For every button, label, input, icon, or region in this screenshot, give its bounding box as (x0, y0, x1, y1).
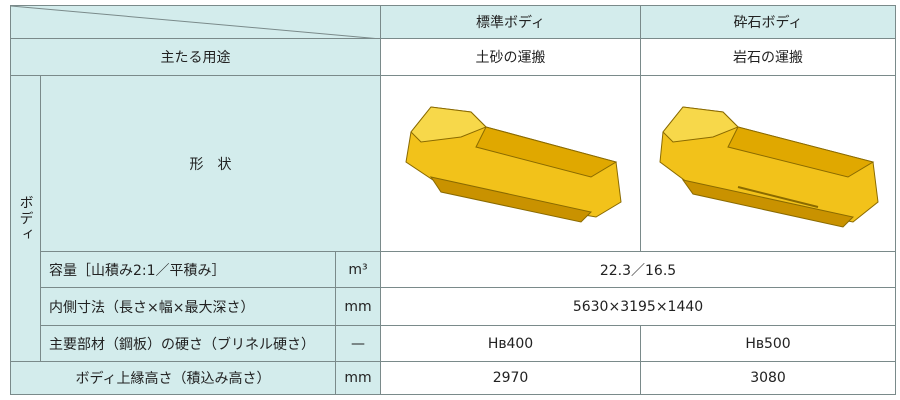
cell: 2970 (380, 361, 642, 395)
unit: — (334, 325, 382, 362)
capacity-row: 容量［山積み2:1／平積み］ m³ 22.3／16.5 (11, 251, 897, 288)
spec-table: 標準ボディ 砕石ボディ 主たる用途 土砂の運搬 岩石の運搬 ボディ 形 状 (9, 5, 897, 395)
unit: mm (334, 287, 382, 326)
image-cell (380, 75, 642, 252)
hardness-row: 主要部材（鋼板）の硬さ（ブリネル硬さ） — Hʙ400 Hʙ500 (11, 325, 897, 362)
row-label: 主要部材（鋼板）の硬さ（ブリネル硬さ） (40, 325, 336, 362)
column-header: 砕石ボディ (640, 5, 897, 39)
column-header: 標準ボディ (380, 5, 642, 39)
unit: m³ (334, 251, 382, 288)
image-cell (640, 75, 897, 252)
cell: 5630×3195×1440 (380, 287, 897, 326)
cell: Hʙ400 (380, 325, 642, 362)
corner-cell (9, 5, 382, 39)
cell: Hʙ500 (640, 325, 897, 362)
usage-row: 主たる用途 土砂の運搬 岩石の運搬 (9, 38, 897, 76)
dimensions-row: 内側寸法（長さ×幅×最大深さ） mm 5630×3195×1440 (11, 287, 897, 326)
diagonal (11, 6, 370, 38)
row-label: 形 状 (39, 75, 382, 252)
cell: 土砂の運搬 (380, 38, 642, 76)
row-label: 主たる用途 (9, 38, 382, 76)
group-label: ボディ (10, 75, 41, 362)
row-label: 内側寸法（長さ×幅×最大深さ） (40, 287, 336, 326)
row-label: ボディ上縁高さ（積込み高さ） (10, 361, 336, 395)
height-row: ボディ上縁高さ（積込み高さ） mm 2970 3080 (10, 361, 897, 395)
cell: 3080 (640, 361, 897, 395)
unit: mm (334, 361, 382, 395)
row-label: 容量［山積み2:1／平積み］ (40, 251, 336, 288)
cell: 岩石の運搬 (640, 38, 897, 76)
cell: 22.3／16.5 (380, 251, 897, 288)
shape-row: ボディ 形 状 (10, 75, 897, 362)
header-row: 標準ボディ 砕石ボディ (9, 5, 897, 39)
body-image (659, 105, 879, 228)
body-image (404, 105, 622, 223)
